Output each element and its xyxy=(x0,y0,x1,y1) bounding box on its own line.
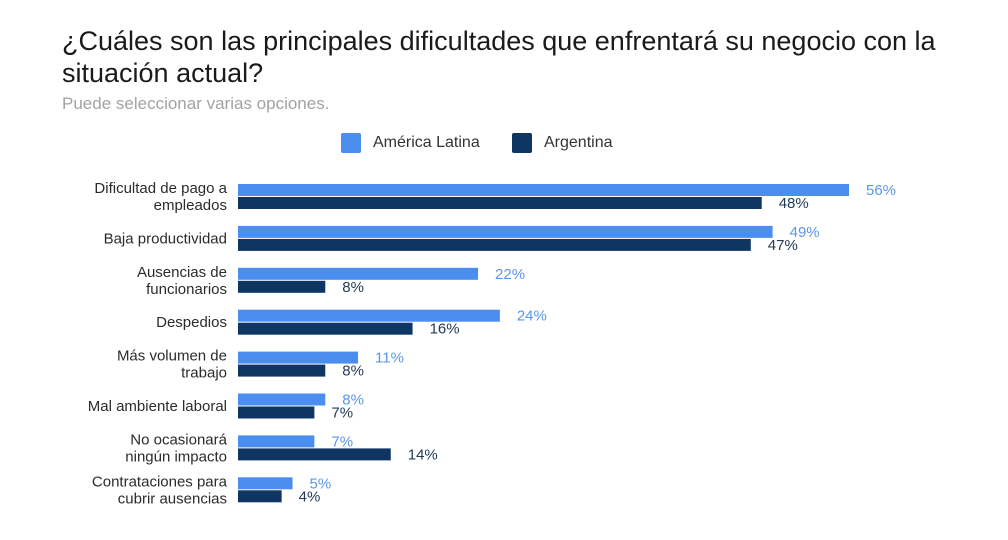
value-label: 8% xyxy=(342,279,364,296)
value-label: 56% xyxy=(866,182,896,199)
value-label: 22% xyxy=(495,266,525,283)
bar-argentina xyxy=(238,490,282,503)
bar-america-latina xyxy=(238,309,500,322)
bar-argentina xyxy=(238,406,315,419)
value-label: 49% xyxy=(790,224,820,241)
bar-america-latina xyxy=(238,435,315,448)
bar-america-latina xyxy=(238,393,326,406)
value-label: 7% xyxy=(331,433,353,450)
value-label: 11% xyxy=(375,350,404,367)
category-label: Dificultad de pago a empleados xyxy=(94,180,227,214)
bar-america-latina xyxy=(238,351,359,364)
value-label: 48% xyxy=(779,195,809,212)
legend-swatch-america-latina xyxy=(341,133,361,153)
legend-swatch-argentina xyxy=(512,133,532,153)
legend-label-argentina: Argentina xyxy=(544,134,613,151)
category-label: Baja productividad xyxy=(104,230,227,247)
bar-america-latina xyxy=(238,477,293,490)
chart-title: ¿Cuáles son las principales dificultades… xyxy=(62,26,936,88)
chart-subtitle: Puede seleccionar varias opciones. xyxy=(62,94,330,113)
bar-america-latina xyxy=(238,267,479,280)
category-label: Mal ambiente laboral xyxy=(88,398,227,415)
bar-america-latina xyxy=(238,225,773,238)
value-label: 24% xyxy=(517,308,547,325)
category-label: Ausencias de funcionarios xyxy=(137,264,227,298)
bar-argentina xyxy=(238,322,413,335)
legend-item-argentina: Argentina xyxy=(512,133,613,153)
bar-argentina xyxy=(238,238,751,251)
value-label: 8% xyxy=(342,392,364,409)
bar-argentina xyxy=(238,448,391,461)
category-label: Más volumen de trabajo xyxy=(117,348,227,382)
category-label: Contrataciones para cubrir ausencias xyxy=(92,473,228,507)
value-label: 14% xyxy=(408,446,438,463)
value-label: 16% xyxy=(430,321,460,338)
bar-america-latina xyxy=(238,184,849,196)
value-label: 7% xyxy=(331,405,353,422)
value-label: 8% xyxy=(342,363,364,380)
bar-argentina xyxy=(238,364,326,377)
value-label: 4% xyxy=(299,488,321,505)
category-label: No ocasionará ningún impacto xyxy=(125,431,227,465)
category-label: Despedios xyxy=(156,314,227,331)
bar-argentina xyxy=(238,197,762,209)
legend-label-america-latina: América Latina xyxy=(373,134,480,151)
value-label: 47% xyxy=(768,237,798,254)
value-label: 5% xyxy=(310,475,332,492)
legend-item-america-latina: América Latina xyxy=(341,133,480,153)
bar-argentina xyxy=(238,280,326,293)
